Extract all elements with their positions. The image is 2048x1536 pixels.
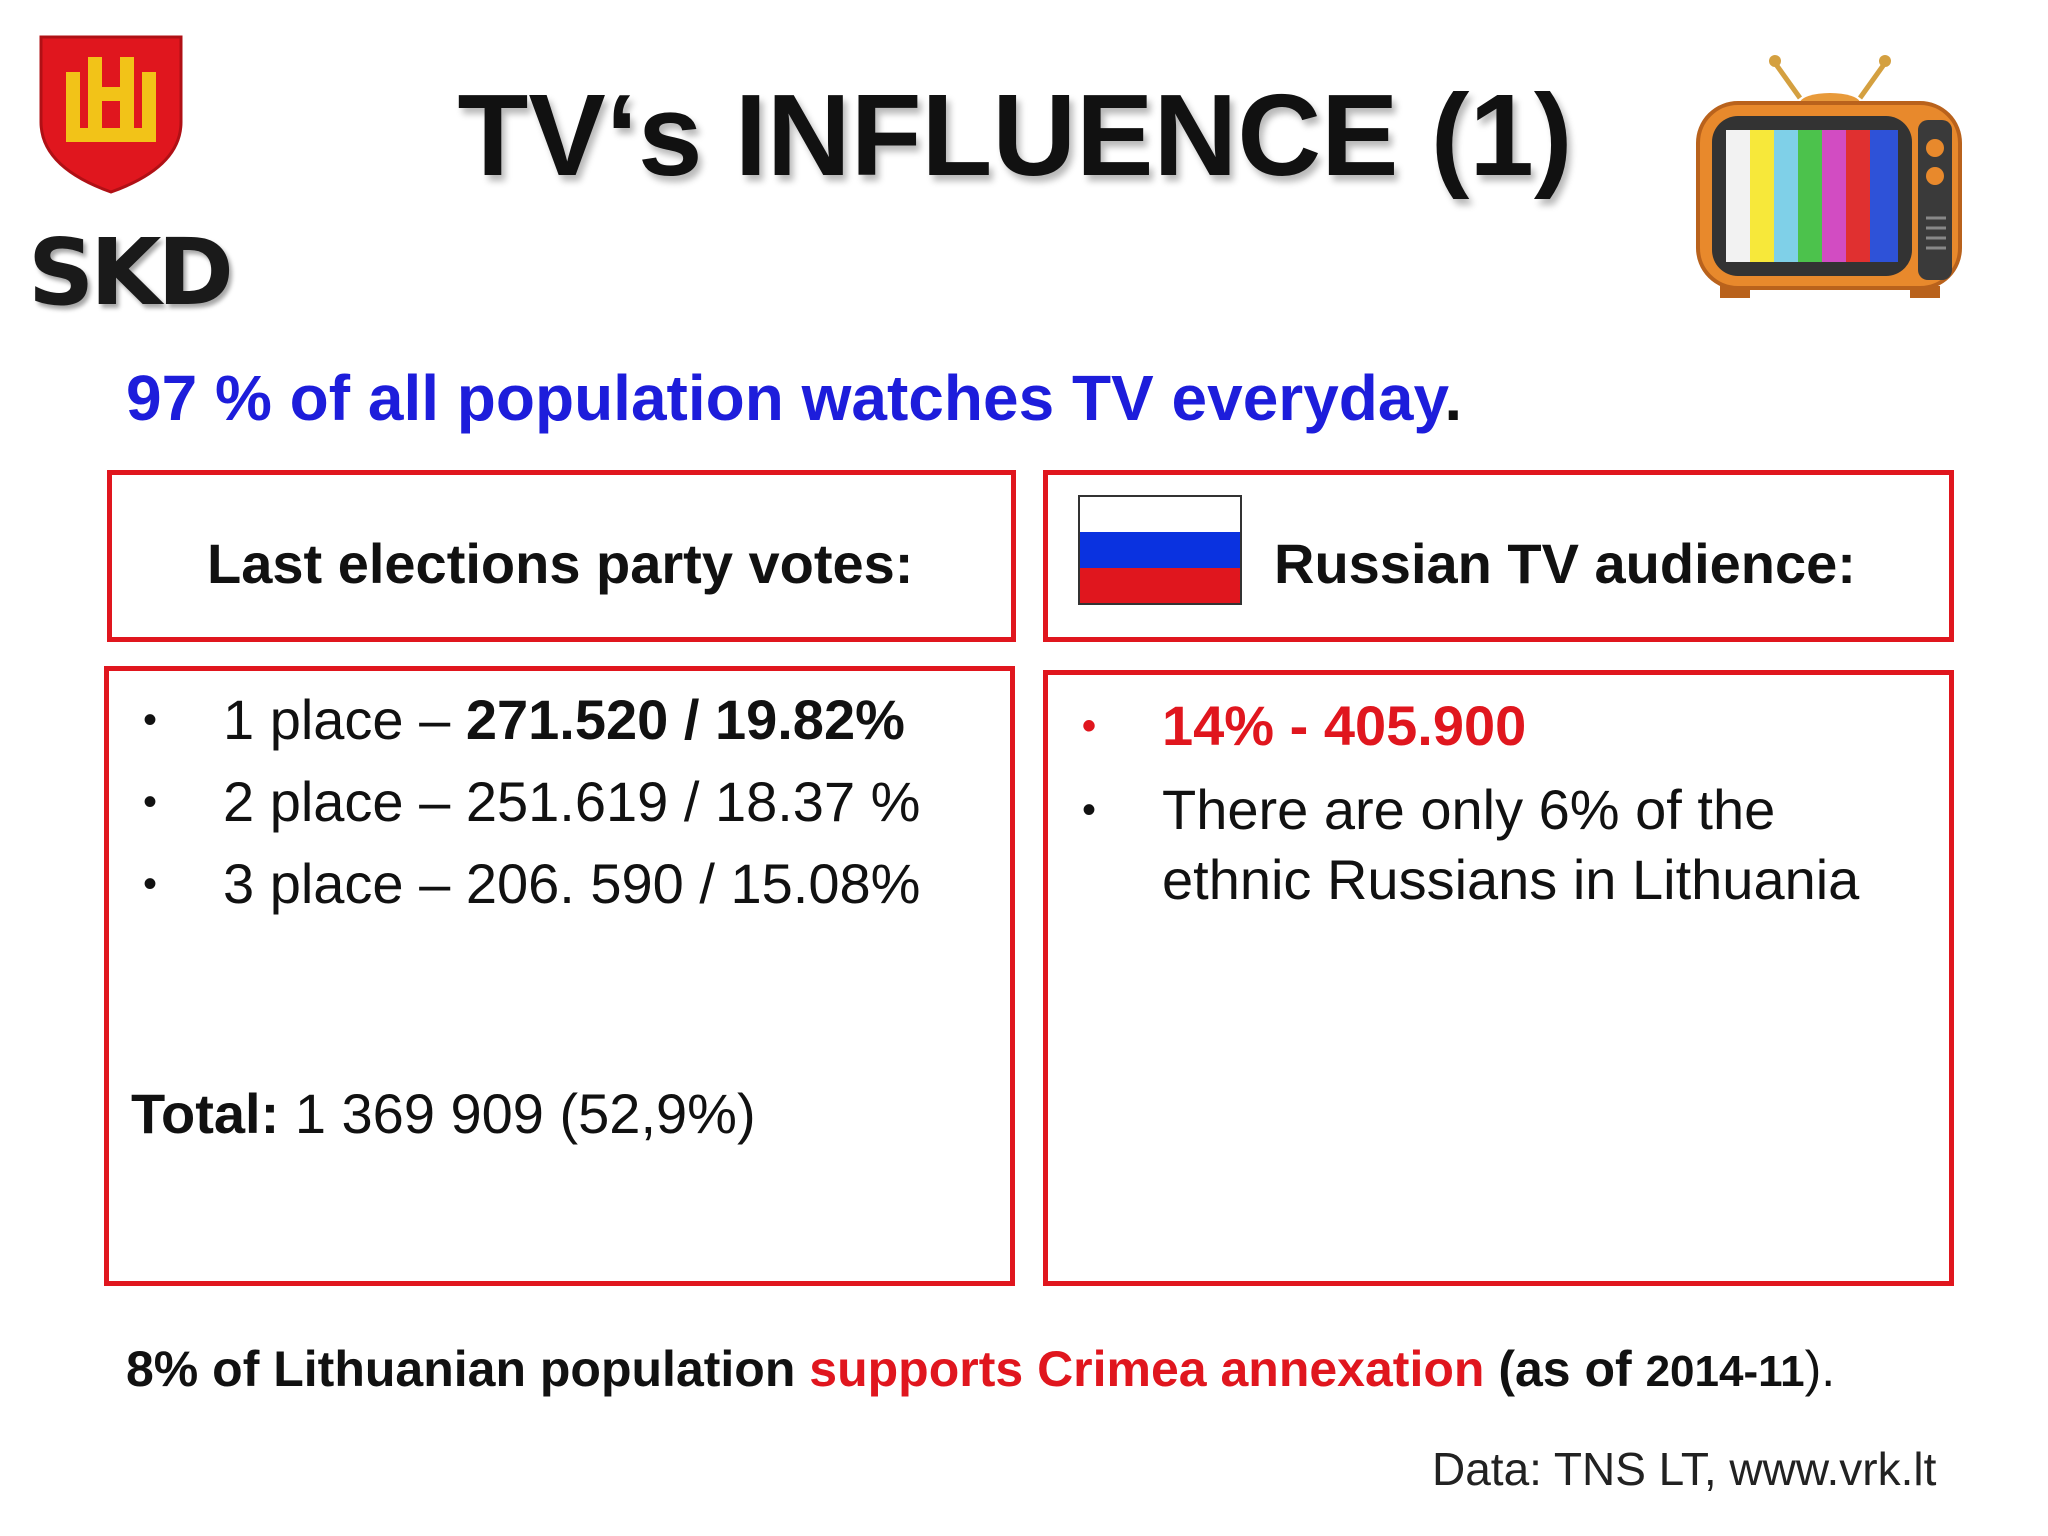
shield-emblem-icon: [39, 35, 183, 194]
list-item: • 1 place – 271.520 / 19.82%: [127, 679, 920, 761]
russian-tv-header-box: Russian TV audience:: [1043, 470, 1954, 642]
footnote-part3: (as of: [1484, 1341, 1646, 1397]
elections-heading: Last elections party votes:: [207, 532, 914, 595]
total-line: Total: 1 369 909 (52,9%): [131, 1081, 756, 1146]
list-item: • 2 place – 251.619 / 18.37 %: [127, 761, 920, 843]
total-value: 1 369 909 (52,9%): [279, 1082, 756, 1145]
bullet-icon: •: [143, 698, 158, 742]
russian-tv-heading: Russian TV audience:: [1274, 532, 1856, 595]
retro-tv-icon: [1696, 55, 1962, 298]
logo-text: SKD: [28, 219, 234, 326]
skd-logo: SKD: [28, 32, 234, 319]
footnote-part1: 8% of Lithuanian population: [126, 1341, 810, 1397]
bullet-icon: •: [1082, 704, 1097, 748]
crimea-footnote: 8% of Lithuanian population supports Cri…: [126, 1340, 1835, 1398]
headline-text: 97 % of all population watches TV everyd…: [126, 362, 1445, 434]
footnote-end: ).: [1804, 1341, 1836, 1397]
elections-list: • 1 place – 271.520 / 19.82% • 2 place –…: [127, 679, 920, 925]
footnote-highlight: supports Crimea annexation: [809, 1341, 1485, 1397]
audience-value: 14% - 405.900: [1162, 694, 1527, 757]
list-item: • 14% - 405.900: [1066, 685, 1902, 767]
russian-flag-icon: [1078, 495, 1242, 605]
list-item: • There are only 6% of the ethnic Russia…: [1066, 775, 1902, 915]
footnote-date: 2014-11: [1645, 1347, 1805, 1396]
russian-tv-body-box: • 14% - 405.900 • There are only 6% of t…: [1043, 670, 1954, 1286]
total-label: Total:: [131, 1082, 280, 1145]
elections-body-box: • 1 place – 271.520 / 19.82% • 2 place –…: [104, 666, 1015, 1286]
list-item: • 3 place – 206. 590 / 15.08%: [127, 843, 920, 925]
page-title: TV‘s INFLUENCE (1): [457, 70, 1573, 200]
russian-tv-list: • 14% - 405.900 • There are only 6% of t…: [1066, 685, 1902, 915]
place-label: 3 place –: [223, 852, 466, 915]
bullet-icon: •: [1082, 788, 1097, 832]
bullet-icon: •: [143, 780, 158, 824]
place-value: 206. 590 / 15.08%: [465, 852, 921, 915]
place-label: 2 place –: [223, 770, 466, 833]
headline-period: .: [1444, 362, 1463, 434]
place-value: 271.520 / 19.82%: [465, 688, 905, 751]
place-label: 1 place –: [223, 688, 466, 751]
data-source: Data: TNS LT, www.vrk.lt: [1432, 1443, 1937, 1495]
place-value: 251.619 / 18.37 %: [465, 770, 921, 833]
elections-header-box: Last elections party votes:: [107, 470, 1016, 642]
ethnic-note: There are only 6% of the ethnic Russians…: [1162, 778, 1860, 911]
bullet-icon: •: [143, 862, 158, 906]
headline: 97 % of all population watches TV everyd…: [126, 360, 1462, 437]
